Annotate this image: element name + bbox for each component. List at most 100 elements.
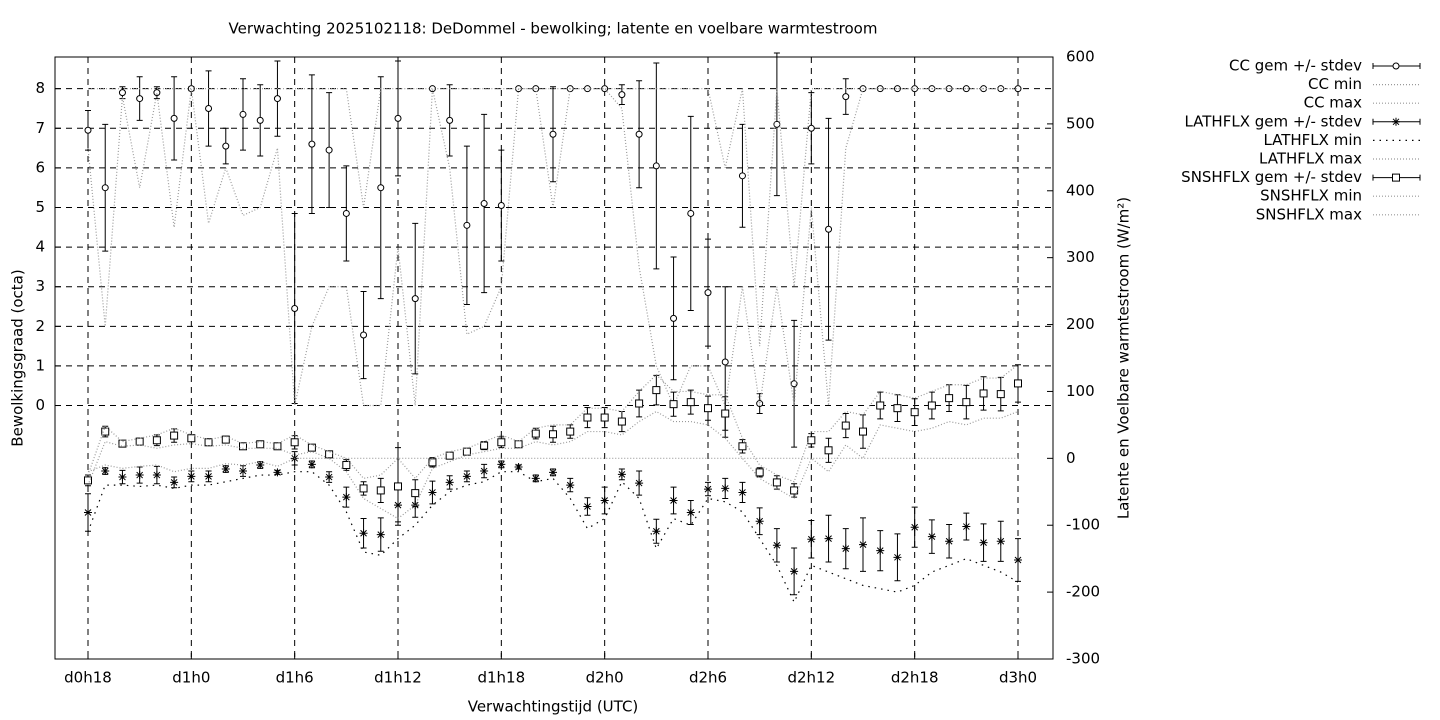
- legend-label: CC gem +/- stdev: [1229, 57, 1362, 75]
- marker: [497, 438, 506, 447]
- marker: [256, 116, 264, 124]
- marker: [187, 472, 196, 481]
- marker: [376, 486, 385, 495]
- x-tick-label: d1h18: [477, 669, 525, 687]
- plot-border: [54, 56, 1054, 660]
- marker: [239, 110, 247, 118]
- y2-tick-label: 0: [1066, 449, 1076, 467]
- min-max-line: [87, 364, 1019, 483]
- marker: [617, 470, 626, 479]
- marker: [601, 85, 609, 93]
- x-tick-label: d0h18: [64, 669, 112, 687]
- marker: [170, 114, 178, 122]
- legend-marker: [1392, 62, 1400, 70]
- marker: [497, 460, 506, 469]
- marker: [790, 567, 799, 576]
- x-axis-label: Verwachtingstijd (UTC): [468, 698, 639, 716]
- marker: [652, 386, 661, 395]
- marker: [962, 398, 971, 407]
- marker: [772, 478, 781, 487]
- y-tick-label: 1: [35, 356, 45, 374]
- marker: [721, 484, 730, 493]
- min-max-line: [87, 457, 1018, 473]
- marker: [256, 461, 265, 470]
- marker: [152, 471, 161, 480]
- y2-tick-label: 100: [1066, 382, 1095, 400]
- marker: [1014, 556, 1022, 565]
- marker: [652, 162, 660, 170]
- marker: [635, 130, 643, 138]
- marker: [342, 461, 351, 470]
- marker: [669, 400, 678, 409]
- marker: [738, 172, 746, 180]
- chart-title: Verwachting 2025102118: DeDommel - bewol…: [229, 20, 878, 38]
- marker: [308, 140, 316, 148]
- marker: [359, 484, 368, 493]
- marker: [945, 537, 954, 546]
- marker: [204, 472, 213, 481]
- x-tick-label: d1h6: [276, 669, 314, 687]
- legend-marker: [1392, 173, 1400, 182]
- marker: [307, 460, 316, 469]
- marker: [893, 553, 902, 562]
- marker: [635, 399, 644, 408]
- marker: [617, 417, 626, 426]
- marker: [738, 488, 747, 497]
- marker: [996, 537, 1005, 546]
- legend-label: SNSHFLX min: [1260, 187, 1362, 205]
- y-tick-label: 6: [35, 158, 45, 176]
- marker: [670, 314, 678, 322]
- y2-axis-label: Latente en Voelbare warmtestroom (W/m²): [1115, 197, 1133, 519]
- legend-label: LATHFLX max: [1259, 150, 1362, 168]
- marker: [256, 440, 265, 449]
- marker: [790, 380, 798, 388]
- marker: [428, 488, 437, 497]
- marker: [239, 442, 247, 451]
- marker: [652, 527, 661, 536]
- marker: [445, 478, 454, 487]
- marker: [927, 401, 936, 410]
- marker: [618, 91, 626, 99]
- marker: [136, 95, 144, 103]
- marker: [118, 473, 127, 482]
- marker: [445, 451, 454, 460]
- marker: [291, 304, 299, 312]
- marker: [807, 535, 816, 544]
- marker: [842, 93, 850, 101]
- marker: [686, 398, 695, 407]
- y-tick-label: 7: [35, 119, 45, 137]
- legend-label: SNSHFLX max: [1256, 205, 1362, 223]
- marker: [221, 435, 230, 444]
- marker: [962, 85, 970, 93]
- marker: [462, 472, 471, 481]
- marker: [807, 124, 815, 132]
- marker: [738, 442, 747, 451]
- marker: [996, 390, 1005, 399]
- marker: [807, 436, 816, 445]
- marker: [428, 458, 437, 467]
- y2-tick-label: 400: [1066, 181, 1095, 199]
- marker: [290, 438, 299, 447]
- marker: [480, 441, 489, 450]
- y-tick-label: 3: [35, 277, 45, 295]
- marker: [600, 496, 609, 505]
- marker: [876, 401, 885, 410]
- min-max-line: [87, 471, 1019, 604]
- marker: [118, 89, 126, 97]
- marker: [876, 85, 884, 93]
- marker: [824, 534, 833, 543]
- marker: [84, 508, 92, 517]
- y-tick-label: 8: [35, 79, 45, 97]
- marker: [462, 447, 471, 456]
- marker: [342, 209, 350, 217]
- marker: [859, 540, 867, 549]
- marker: [118, 439, 127, 448]
- marker: [497, 202, 505, 210]
- marker: [187, 85, 195, 93]
- marker: [566, 427, 575, 436]
- marker: [600, 413, 609, 422]
- marker: [428, 85, 436, 93]
- marker: [790, 486, 799, 495]
- marker: [893, 404, 902, 413]
- marker: [1014, 85, 1022, 93]
